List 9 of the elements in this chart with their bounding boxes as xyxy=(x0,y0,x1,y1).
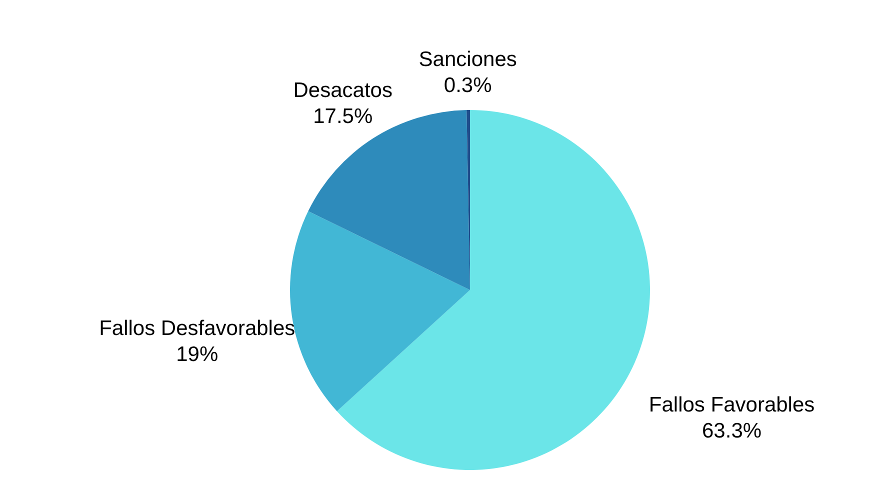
slice-label: Fallos Favorables xyxy=(648,394,815,417)
slice-label: Desacatos xyxy=(293,78,392,102)
data-label: 63.3% xyxy=(702,420,762,443)
data-label: 17.5% xyxy=(313,104,373,128)
slice-label: Fallos Desfavorables xyxy=(99,317,296,340)
data-label: 19% xyxy=(176,343,218,366)
pie-slice xyxy=(308,110,470,290)
data-label: 0.3% xyxy=(444,74,492,98)
slice-label: Sanciones xyxy=(418,48,517,72)
